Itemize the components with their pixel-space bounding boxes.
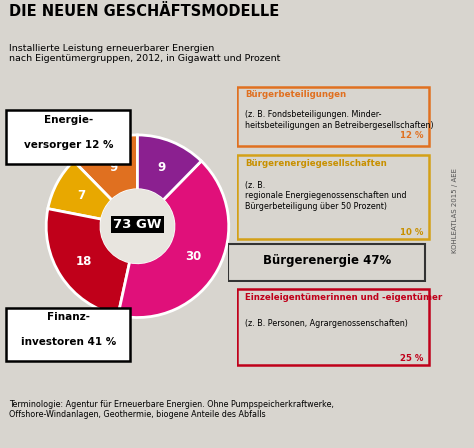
Text: 7: 7	[77, 190, 85, 202]
Text: 30: 30	[185, 250, 202, 263]
Wedge shape	[46, 209, 130, 315]
Wedge shape	[118, 161, 229, 318]
Text: 73 GW: 73 GW	[113, 218, 162, 231]
Text: 18: 18	[76, 255, 92, 268]
FancyBboxPatch shape	[6, 110, 130, 164]
Text: Bürgerbeteiligungen: Bürgerbeteiligungen	[245, 90, 346, 99]
Text: Installierte Leistung erneuerbarer Energien
nach Eigentümergruppen, 2012, in Gig: Installierte Leistung erneuerbarer Energ…	[9, 44, 281, 64]
Text: (z. B. Fondsbeteiligungen. Minder-
heitsbeteiligungen an Betreibergesellschaften: (z. B. Fondsbeteiligungen. Minder- heits…	[245, 110, 433, 129]
Text: investoren 41 %: investoren 41 %	[21, 337, 116, 347]
FancyBboxPatch shape	[6, 307, 130, 361]
Text: DIE NEUEN GESCHÄFTSMODELLE: DIE NEUEN GESCHÄFTSMODELLE	[9, 4, 280, 19]
Text: Bürgerenergie 47%: Bürgerenergie 47%	[263, 254, 391, 267]
Text: Bürgerenergiegesellschaften: Bürgerenergiegesellschaften	[245, 159, 386, 168]
Wedge shape	[137, 135, 201, 200]
Circle shape	[101, 190, 174, 263]
Text: 9: 9	[157, 160, 166, 173]
Wedge shape	[48, 161, 112, 219]
Text: 12 %: 12 %	[400, 131, 424, 140]
Text: 10 %: 10 %	[400, 228, 424, 237]
Text: Energie-: Energie-	[44, 115, 93, 125]
Text: 25 %: 25 %	[400, 353, 424, 362]
Text: Einzeleigentümerinnen und -eigentümer: Einzeleigentümerinnen und -eigentümer	[245, 293, 442, 302]
Text: (z. B.
regionale Energiegenossenschaften und
Bürgerbeteiligung über 50 Prozent): (z. B. regionale Energiegenossenschaften…	[245, 181, 406, 211]
Text: 9: 9	[109, 160, 118, 173]
Text: versorger 12 %: versorger 12 %	[24, 139, 113, 150]
Text: (z. B. Personen, Agrargenossenschaften): (z. B. Personen, Agrargenossenschaften)	[245, 319, 408, 328]
Text: Finanz-: Finanz-	[47, 312, 90, 322]
Text: Terminologie: Agentur für Erneuerbare Energien. Ohne Pumpspeicherkraftwerke,
Off: Terminologie: Agentur für Erneuerbare En…	[9, 400, 334, 419]
Text: KOHLEATLAS 2015 / AEE: KOHLEATLAS 2015 / AEE	[452, 168, 458, 253]
Wedge shape	[73, 135, 137, 200]
